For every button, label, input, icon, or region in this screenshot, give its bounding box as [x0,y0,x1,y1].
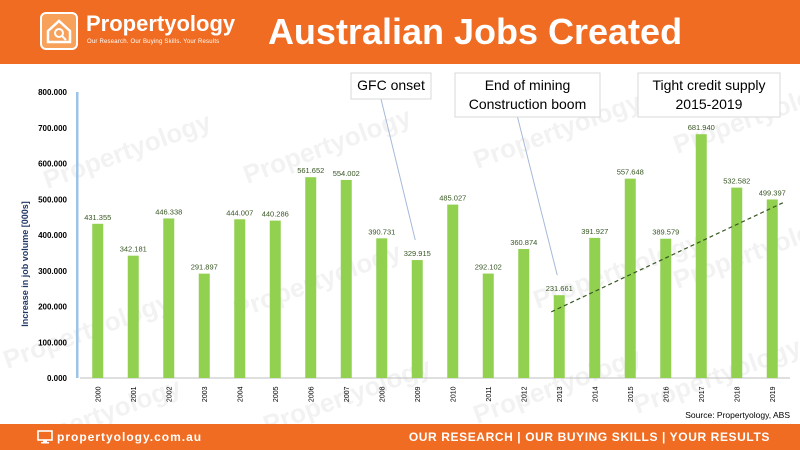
x-tick-label: 2004 [237,386,244,402]
footer-bar: propertyology.com.au OUR RESEARCH | OUR … [0,424,800,450]
x-tick-label: 2018 [734,386,741,402]
header-bar: Propertyology Our Research. Our Buying S… [0,0,800,64]
annotation-text: Tight credit supply [652,77,765,93]
bar [234,219,246,378]
bar-chart: Propertyology Propertyology PropertyologyP… [0,71,800,424]
y-tick-label: 800.000 [38,88,67,97]
y-axis-label: Increase in job volume [000s] [20,201,30,327]
y-tick-label: 600.000 [38,160,67,169]
annotation-pointer [517,116,558,276]
bar [447,204,459,378]
bar-value-label: 291.897 [191,263,218,272]
bar-value-label: 681.940 [688,123,715,132]
y-tick-label: 700.000 [38,124,67,133]
bar-value-label: 557.648 [617,168,644,177]
x-tick-label: 2011 [486,386,493,401]
bar [695,134,707,378]
x-tick-label: 2009 [415,386,422,402]
page-title: Australian Jobs Created [267,11,683,52]
y-tick-label: 500.000 [38,195,67,204]
annotation-text: End of mining [485,77,571,93]
bar-value-label: 360.874 [510,238,537,247]
bar [340,179,352,378]
watermark-text: Propertyology [39,106,215,195]
bar-value-label: 292.102 [475,263,502,272]
x-tick-label: 2016 [663,386,670,402]
bar [163,218,175,378]
x-tick-label: 2001 [131,386,138,402]
y-tick-label: 400.000 [38,231,67,240]
annotation-text: GFC onset [357,77,425,93]
bar [376,238,388,378]
bar [589,237,601,378]
bar [766,199,778,378]
source-note: Source: Propertyology, ABS [685,410,790,420]
annotation-box [637,72,781,118]
bar-value-label: 554.002 [333,169,360,178]
house-search-icon [40,12,78,50]
x-tick-label: 2008 [379,386,386,402]
bar-value-label: 499.397 [759,188,786,197]
x-tick-label: 2007 [344,386,351,402]
x-tick-label: 2002 [166,386,173,402]
bar-value-label: 231.661 [546,284,573,293]
bar [198,273,210,378]
annotation-text: Construction boom [469,96,587,112]
bar-value-label: 561.652 [297,166,324,175]
y-axis-accent-line [76,92,79,378]
bar [411,260,423,378]
bar-value-label: 444.007 [226,208,253,217]
brand-logo-text: Propertyology [86,11,236,36]
bar-value-label: 431.355 [84,213,111,222]
footer-website-link[interactable]: propertyology.com.au [57,430,203,444]
bar [269,220,281,378]
bar-value-label: 342.181 [120,245,147,254]
monitor-icon [37,430,53,444]
annotation-text: 2015-2019 [676,96,743,112]
annotation-box [454,72,601,118]
annotation-box [350,72,432,100]
x-tick-label: 2013 [557,386,564,402]
bar [518,248,530,378]
annotation-pointer [380,98,416,241]
bar-value-label: 389.579 [652,228,679,237]
bar [553,295,565,378]
bar-value-label: 329.915 [404,249,431,258]
bar [92,223,104,378]
bar-value-label: 440.286 [262,210,289,219]
bar-value-label: 391.927 [581,227,608,236]
x-tick-label: 2017 [699,386,706,402]
watermark-text: Propertyology [239,101,415,190]
x-tick-label: 2006 [308,386,315,402]
bar [127,255,139,378]
bar-value-label: 446.338 [155,207,182,216]
bar [305,177,317,378]
bar-value-label: 485.027 [439,194,466,203]
brand-tagline: Our Research. Our Buying Skills. Your Re… [87,39,220,45]
bar [482,273,494,378]
y-tick-label: 300.000 [38,267,67,276]
bar [660,238,672,378]
x-tick-label: 2010 [450,386,457,402]
x-tick-label: 2012 [521,386,528,402]
x-tick-label: 2005 [273,386,280,402]
bar-value-label: 532.582 [723,177,750,186]
bar [624,178,636,378]
y-tick-label: 0.000 [47,374,68,383]
x-tick-label: 2015 [628,386,635,402]
trendline [550,201,785,313]
x-tick-label: 2000 [95,386,102,402]
footer-tagline: OUR RESEARCH | OUR BUYING SKILLS | YOUR … [408,430,770,444]
y-tick-label: 200.000 [38,303,67,312]
bar-value-label: 390.731 [368,227,395,236]
y-tick-label: 100.000 [38,338,67,347]
bar [731,187,743,378]
x-tick-label: 2019 [770,386,777,402]
x-tick-label: 2003 [202,386,209,402]
x-tick-label: 2014 [592,386,599,402]
